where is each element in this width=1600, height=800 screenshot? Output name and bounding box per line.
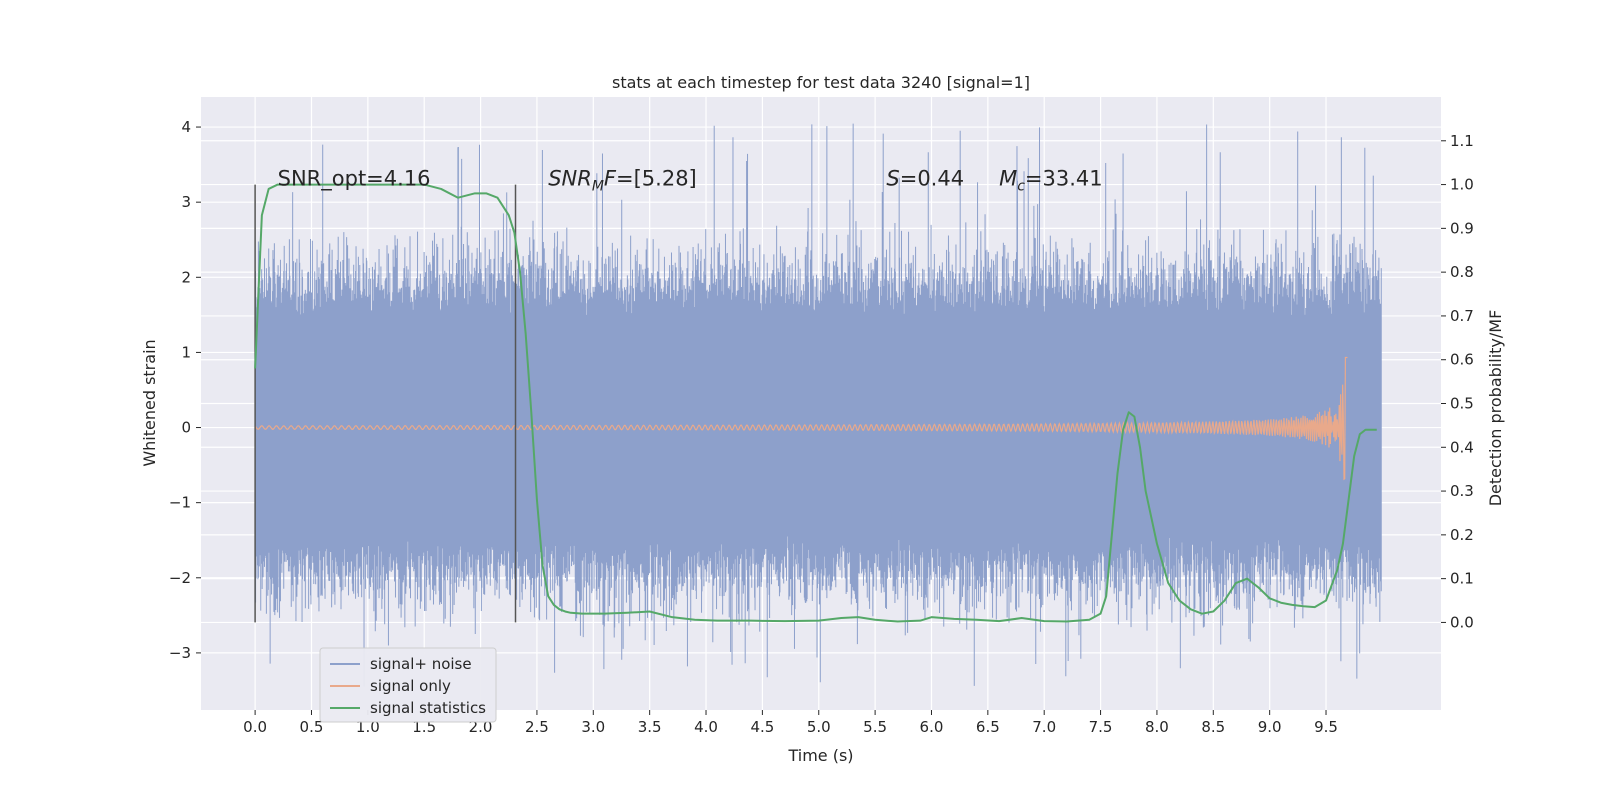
- legend-label-signal-only: signal only: [370, 677, 451, 695]
- y-right-tick-label: 1.1: [1450, 132, 1474, 150]
- y-right-tick-label: 1.0: [1450, 176, 1474, 194]
- y-tick-label: 1: [181, 343, 191, 361]
- y-tick-label: 3: [181, 193, 191, 211]
- y-tick-label: −2: [169, 569, 191, 587]
- chart-title: stats at each timestep for test data 324…: [612, 73, 1030, 92]
- x-tick-label: 0.5: [300, 718, 324, 736]
- y-right-tick-label: 0.6: [1450, 351, 1474, 369]
- y-tick-label: −1: [169, 494, 191, 512]
- legend-label-signal-noise: signal+ noise: [370, 655, 472, 673]
- x-tick-label: 7.0: [1032, 718, 1056, 736]
- vertical-markers: [254, 184, 517, 623]
- y-tick-label: −3: [169, 644, 191, 662]
- x-tick-label: 5.5: [863, 718, 887, 736]
- series-signal-noise: [254, 123, 1382, 687]
- x-tick-label: 3.5: [638, 718, 662, 736]
- x-tick-label: 9.0: [1258, 718, 1282, 736]
- y-right-tick-label: 0.0: [1450, 613, 1474, 631]
- y-right-tick-label: 0.1: [1450, 570, 1474, 588]
- y-tick-label: 0: [181, 419, 191, 437]
- x-tick-label: 8.5: [1201, 718, 1225, 736]
- x-tick-label: 7.5: [1089, 718, 1113, 736]
- y-tick-label: 4: [181, 118, 191, 136]
- x-tick-label: 4.5: [750, 718, 774, 736]
- x-tick-label: 4.0: [694, 718, 718, 736]
- annotation-mc-value: Mc=33.41: [999, 167, 1103, 195]
- y-right-tick-label: 0.4: [1450, 438, 1474, 456]
- x-tick-label: 6.0: [920, 718, 944, 736]
- y-right-axis-label: Detection probability/MF: [1486, 310, 1505, 507]
- x-tick-label: 0.0: [243, 718, 267, 736]
- x-tick-label: 3.0: [581, 718, 605, 736]
- series-signal-statistics: [254, 183, 1377, 623]
- y-tick-label: 2: [181, 268, 191, 286]
- annotation-snr-mf: SNRMF=[5.28]: [548, 167, 697, 195]
- x-tick-label: 9.5: [1314, 718, 1338, 736]
- y-right-tick-label: 0.5: [1450, 395, 1474, 413]
- y-right-tick-label: 0.8: [1450, 263, 1474, 281]
- y-right-tick-label: 0.9: [1450, 219, 1474, 237]
- signal-chirp-line: [254, 356, 1348, 481]
- legend-box: [319, 647, 497, 723]
- x-tick-label: 5.0: [807, 718, 831, 736]
- statistics-line: [254, 183, 1377, 623]
- x-tick-label: 8.0: [1145, 718, 1169, 736]
- x-tick-label: 6.5: [976, 718, 1000, 736]
- legend-label-signal-statistics: signal statistics: [370, 699, 486, 717]
- legend: signal+ noise signal only signal statist…: [319, 647, 497, 723]
- y-axis-label: Whitened strain: [140, 339, 159, 466]
- y-right-tick-label: 0.2: [1450, 526, 1474, 544]
- x-axis-label: Time (s): [787, 746, 853, 765]
- series-signal-only: [254, 356, 1348, 481]
- y-right-tick-label: 0.3: [1450, 482, 1474, 500]
- x-tick-label: 2.5: [525, 718, 549, 736]
- annotation-s-value: S=0.44: [886, 167, 964, 191]
- y-right-tick-label: 0.7: [1450, 307, 1474, 325]
- annotation-snr-opt: SNR_opt=4.16: [278, 167, 431, 192]
